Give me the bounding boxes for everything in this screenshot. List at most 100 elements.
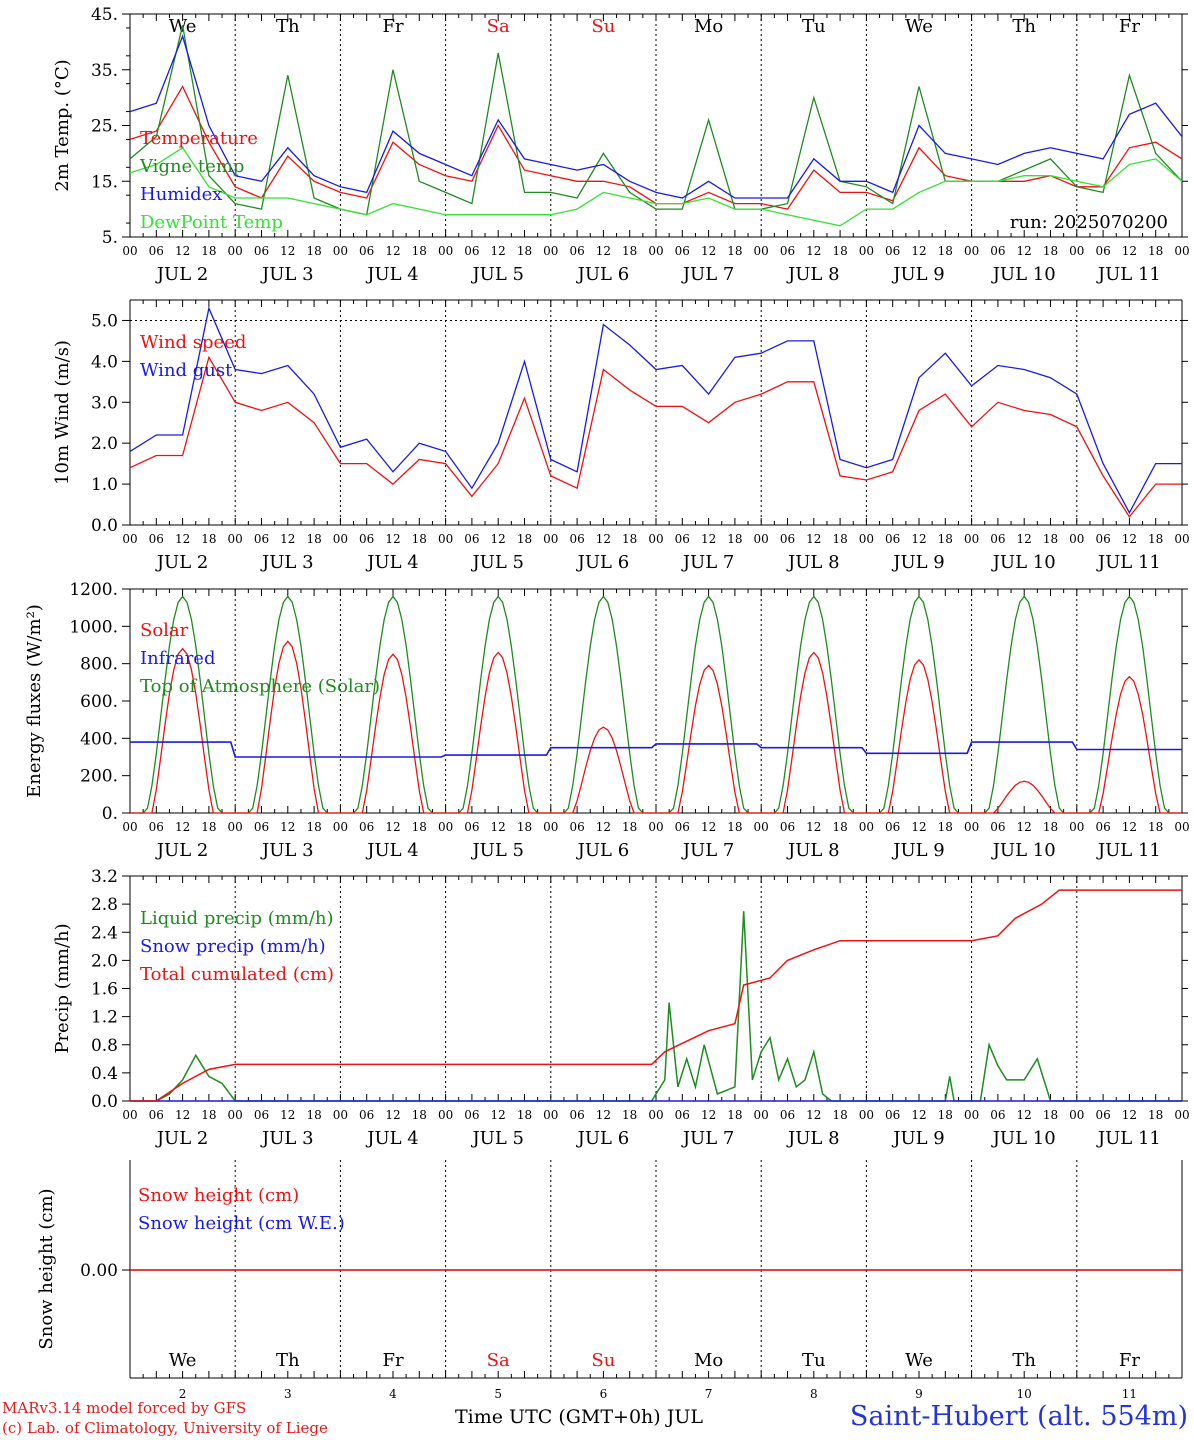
legend-temperature: Temperature — [140, 128, 258, 149]
x-hour-label: 12 — [806, 532, 821, 546]
x-day-label: JUL 10 — [991, 264, 1056, 285]
x-hour-label: 00 — [543, 1108, 558, 1122]
x-hour-label: 18 — [1043, 820, 1058, 834]
series-humidex — [129, 34, 1183, 199]
y-axis-label: Precip (mm/h) — [52, 923, 73, 1053]
x-hour-label: 12 — [1017, 532, 1032, 546]
x-hour-label: 00 — [754, 1108, 769, 1122]
x-day-label: JUL 6 — [576, 552, 630, 573]
legend-snow-precip-mm-h-: Snow precip (mm/h) — [140, 936, 326, 957]
x-hour-label: 18 — [727, 820, 742, 834]
x-hour-label: 06 — [675, 532, 690, 546]
x-hour-label: 12 — [911, 532, 926, 546]
legend-snow-height-cm-: Snow height (cm) — [138, 1185, 299, 1206]
day-number-label: 3 — [284, 1387, 292, 1401]
x-day-label: JUL 11 — [1096, 264, 1161, 285]
x-hour-label: 12 — [280, 532, 295, 546]
weekday-label: We — [169, 1350, 197, 1371]
x-day-label: JUL 11 — [1096, 840, 1161, 861]
x-hour-label: 12 — [1017, 820, 1032, 834]
legend-top-of-atmosphere-solar-: Top of Atmosphere (Solar) — [140, 676, 380, 697]
x-hour-label: 00 — [964, 244, 979, 258]
x-hour-label: 00 — [1174, 820, 1189, 834]
x-day-label: JUL 3 — [260, 1128, 314, 1149]
x-day-label: JUL 8 — [786, 840, 840, 861]
weekday-label: Fr — [382, 1350, 403, 1371]
y-tick-label: 2.4 — [91, 923, 118, 943]
x-hour-label: 00 — [333, 820, 348, 834]
x-hour-label: 06 — [885, 244, 900, 258]
y-axis-0: 5. 15. 25. 35. 45. — [91, 5, 1188, 248]
x-hour-label: 18 — [1148, 820, 1163, 834]
x-day-label: JUL 5 — [470, 840, 524, 861]
x-hour-label: 00 — [1069, 244, 1084, 258]
day-number-label: 2 — [179, 1387, 187, 1401]
x-hour-label: 18 — [412, 532, 427, 546]
series-vigne-temp — [129, 25, 1183, 216]
y-tick-label: 1.6 — [91, 980, 118, 1000]
x-hour-label: 00 — [754, 820, 769, 834]
x-hour-label: 18 — [832, 244, 847, 258]
x-hour-label: 00 — [859, 1108, 874, 1122]
x-hour-label: 18 — [622, 820, 637, 834]
legend-dewpoint-temp: DewPoint Temp — [140, 212, 283, 233]
weekday-label: Mo — [694, 16, 723, 37]
x-hour-label: 18 — [201, 532, 216, 546]
x-hour-label: 06 — [675, 1108, 690, 1122]
x-hour-label: 00 — [859, 244, 874, 258]
panel-frame-3: 00 06 12 18 00 06 12 18 00 06 12 18 00 06 12 18 00 06 12 18… — [122, 875, 1190, 1149]
x-hour-label: 00 — [438, 1108, 453, 1122]
series-total-cumulated-cm- — [130, 889, 1182, 1102]
day-number-label: 7 — [705, 1387, 713, 1401]
x-hour-label: 18 — [832, 532, 847, 546]
x-day-label: JUL 6 — [576, 264, 630, 285]
x-hour-label: 00 — [859, 820, 874, 834]
x-day-label: JUL 2 — [155, 264, 209, 285]
x-hour-label: 12 — [701, 1108, 716, 1122]
x-hour-label: 00 — [122, 820, 137, 834]
y-tick-label: 15. — [91, 172, 118, 192]
x-hour-label: 06 — [569, 820, 584, 834]
x-hour-label: 06 — [569, 532, 584, 546]
weekday-label: Sa — [487, 1350, 510, 1371]
x-hour-label: 06 — [464, 1108, 479, 1122]
day-number-label: 9 — [915, 1387, 923, 1401]
x-day-label: JUL 9 — [891, 264, 945, 285]
x-hour-label: 00 — [122, 244, 137, 258]
x-hour-label: 00 — [333, 532, 348, 546]
weekday-label: Fr — [1119, 1350, 1140, 1371]
x-hour-label: 12 — [596, 1108, 611, 1122]
y-tick-label: 0.00 — [80, 1261, 118, 1281]
weekday-label: We — [905, 1350, 933, 1371]
day-number-label: 5 — [494, 1387, 502, 1401]
y-axis-2: 0. 200. 400. 600. 800. 1000. 1200. — [69, 580, 1188, 824]
x-hour-label: 12 — [1122, 820, 1137, 834]
x-hour-label: 00 — [1069, 532, 1084, 546]
x-hour-label: 00 — [333, 244, 348, 258]
x-hour-label: 06 — [885, 1108, 900, 1122]
x-hour-label: 06 — [254, 820, 269, 834]
x-hour-label: 06 — [359, 244, 374, 258]
legend-infrared: Infrared — [140, 648, 215, 669]
weekday-label: Fr — [382, 16, 403, 37]
y-tick-label: 45. — [91, 5, 118, 25]
x-hour-label: 06 — [885, 820, 900, 834]
day-number-label: 10 — [1017, 1387, 1032, 1401]
x-hour-label: 18 — [622, 244, 637, 258]
x-hour-label: 00 — [543, 244, 558, 258]
x-hour-label: 06 — [780, 820, 795, 834]
x-hour-label: 12 — [175, 820, 190, 834]
x-hour-label: 12 — [175, 532, 190, 546]
x-day-label: JUL 3 — [260, 840, 314, 861]
day-number-label: 8 — [810, 1387, 818, 1401]
x-hour-label: 12 — [280, 244, 295, 258]
x-hour-label: 18 — [1148, 532, 1163, 546]
x-hour-label: 12 — [806, 244, 821, 258]
legend-wind-gust: Wind gust — [140, 360, 233, 381]
x-hour-label: 06 — [254, 244, 269, 258]
x-day-label: JUL 9 — [891, 1128, 945, 1149]
x-hour-label: 00 — [648, 820, 663, 834]
x-hour-label: 12 — [175, 244, 190, 258]
y-tick-label: 3.0 — [91, 393, 118, 413]
x-day-label: JUL 9 — [891, 840, 945, 861]
